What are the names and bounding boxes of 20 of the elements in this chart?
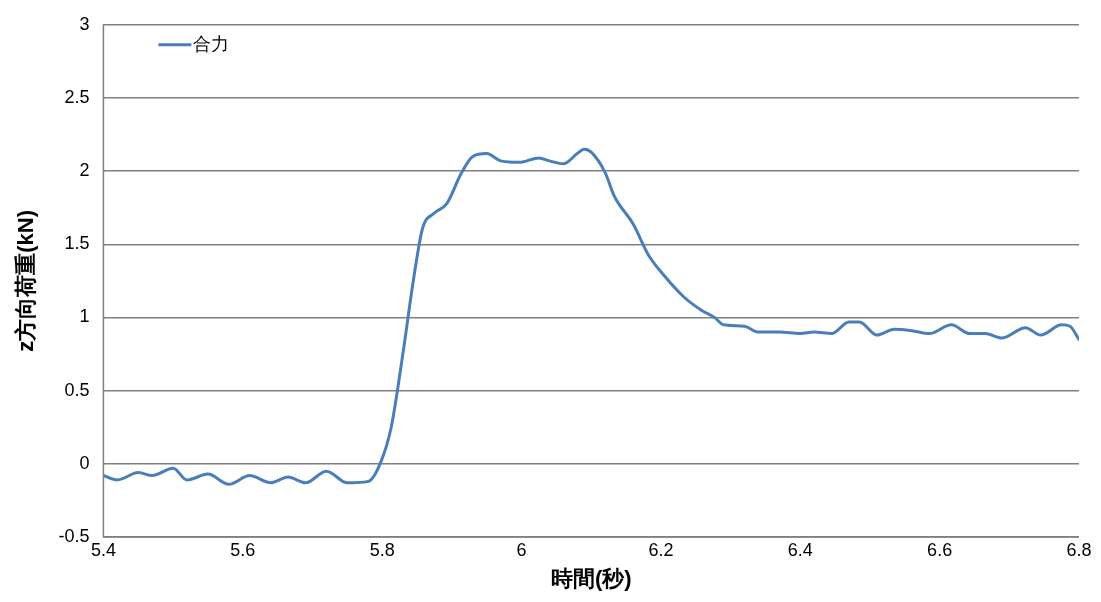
y-tick-label: 3 xyxy=(79,13,90,34)
y-tick-label: 2 xyxy=(79,160,90,181)
line-series xyxy=(103,147,1079,486)
x-tick-label: 6.8 xyxy=(1066,539,1092,560)
legend-label: 合力 xyxy=(193,33,230,54)
x-axis-title: 時間(秒) xyxy=(550,565,632,591)
y-tick-label: 0 xyxy=(79,452,90,473)
y-tick-label: 1.5 xyxy=(64,233,90,254)
x-tick-label: 6.2 xyxy=(648,539,674,560)
x-tick-label: 6 xyxy=(516,539,527,560)
x-tick-label: 5.4 xyxy=(90,539,116,560)
y-tick-label: 2.5 xyxy=(64,86,90,107)
y-tick-label: -0.5 xyxy=(58,525,90,546)
x-tick-label: 6.6 xyxy=(927,539,953,560)
x-tick-label: 5.6 xyxy=(230,539,256,560)
y-axis-title: z方向荷重(kN) xyxy=(13,210,39,352)
y-tick-label: 0.5 xyxy=(64,379,90,400)
x-tick-label: 5.8 xyxy=(369,539,395,560)
x-tick-label: 6.4 xyxy=(787,539,813,560)
y-tick-label: 1 xyxy=(79,306,90,327)
